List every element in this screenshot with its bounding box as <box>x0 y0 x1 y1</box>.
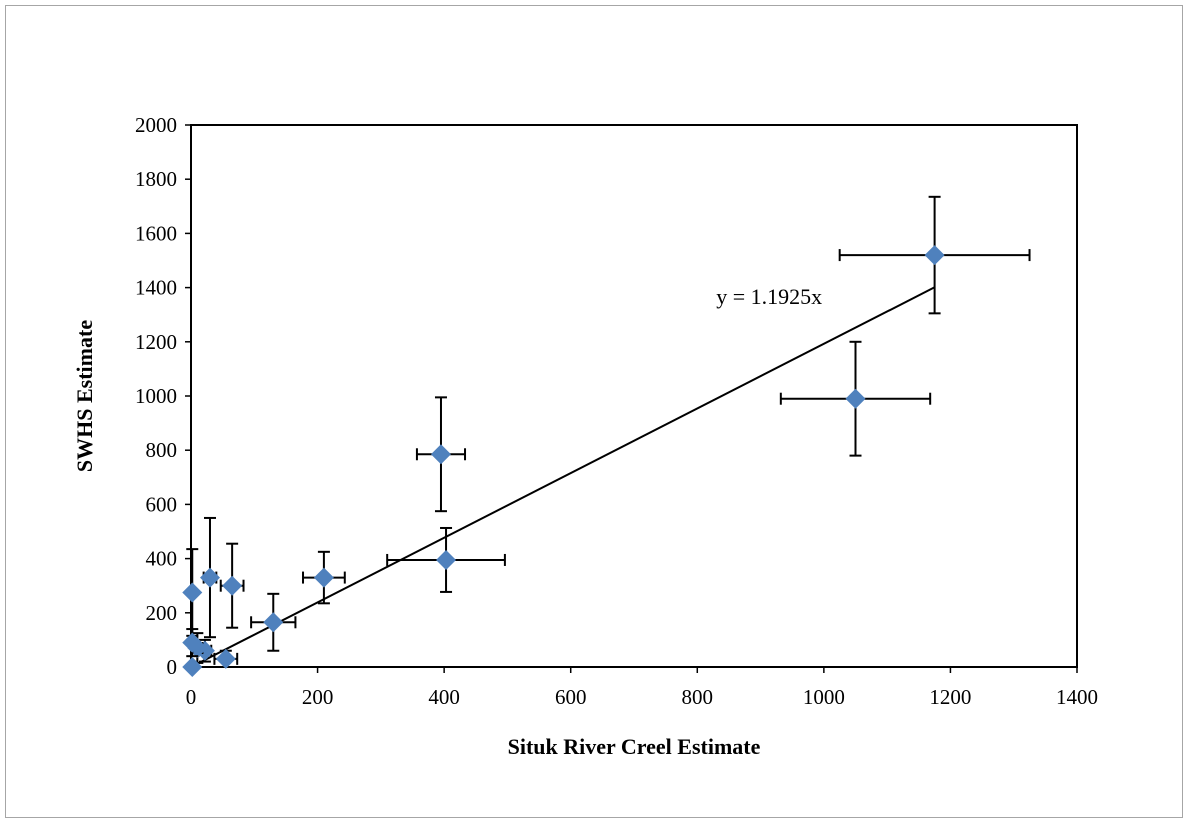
y-tick-label: 0 <box>167 655 178 679</box>
data-point-group <box>838 195 1031 315</box>
y-tick-label: 800 <box>146 438 178 462</box>
y-axis: 0 200 400 600 800 1000 1200 1400 1600 1800 2000 <box>135 113 191 679</box>
data-point-marker <box>182 632 203 653</box>
x-tick-label: 1400 <box>1056 685 1098 709</box>
data-point-group <box>182 657 203 677</box>
data-point-marker <box>845 388 866 409</box>
y-axis-title: SWHS Estimate <box>72 320 97 472</box>
y-tick-label: 200 <box>146 601 178 625</box>
x-tick-label: 600 <box>555 685 587 709</box>
data-point-marker <box>215 648 236 669</box>
y-tick-label: 400 <box>146 547 178 571</box>
data-point-marker <box>199 567 220 588</box>
data-point-group <box>213 648 239 669</box>
data-point-marker <box>263 612 284 633</box>
trendline <box>190 286 936 668</box>
x-tick-label: 800 <box>682 685 714 709</box>
x-axis-title: Situk River Creel Estimate <box>508 734 761 759</box>
data-point-marker <box>313 567 334 588</box>
y-tick-label: 1000 <box>135 384 177 408</box>
data-point-marker <box>222 575 243 596</box>
trendline-equation-label: y = 1.1925x <box>716 284 822 309</box>
y-tick-label: 2000 <box>135 113 177 137</box>
data-point-group <box>219 542 245 629</box>
data-point-group <box>182 548 203 637</box>
data-point-group <box>779 340 932 457</box>
x-tick-label: 200 <box>302 685 334 709</box>
data-point-group <box>250 592 297 652</box>
data-point-group <box>415 396 467 513</box>
data-point-marker <box>182 657 203 677</box>
data-point-group <box>182 628 203 658</box>
y-tick-label: 600 <box>146 492 178 516</box>
y-tick-label: 1600 <box>135 221 177 245</box>
y-tick-label: 1400 <box>135 276 177 300</box>
data-point-group <box>302 550 346 605</box>
data-point-group <box>386 526 506 593</box>
x-tick-label: 0 <box>186 685 197 709</box>
data-point-marker <box>182 582 203 603</box>
x-tick-label: 1200 <box>929 685 971 709</box>
scatter-chart: 0 200 400 600 800 1000 1200 1400 1600 1800 2000 0 2… <box>72 113 1098 759</box>
data-point-marker <box>924 245 945 266</box>
y-tick-label: 1800 <box>135 167 177 191</box>
x-tick-label: 1000 <box>803 685 845 709</box>
data-series <box>182 195 1031 677</box>
chart-frame: 0 200 400 600 800 1000 1200 1400 1600 1800 2000 0 2… <box>5 5 1183 818</box>
x-tick-label: 400 <box>428 685 460 709</box>
y-tick-label: 1200 <box>135 330 177 354</box>
data-point-group <box>199 516 220 639</box>
data-point-marker <box>430 444 451 465</box>
x-axis: 0 200 400 600 800 1000 1200 1400 <box>186 667 1098 709</box>
data-point-marker <box>436 549 457 570</box>
